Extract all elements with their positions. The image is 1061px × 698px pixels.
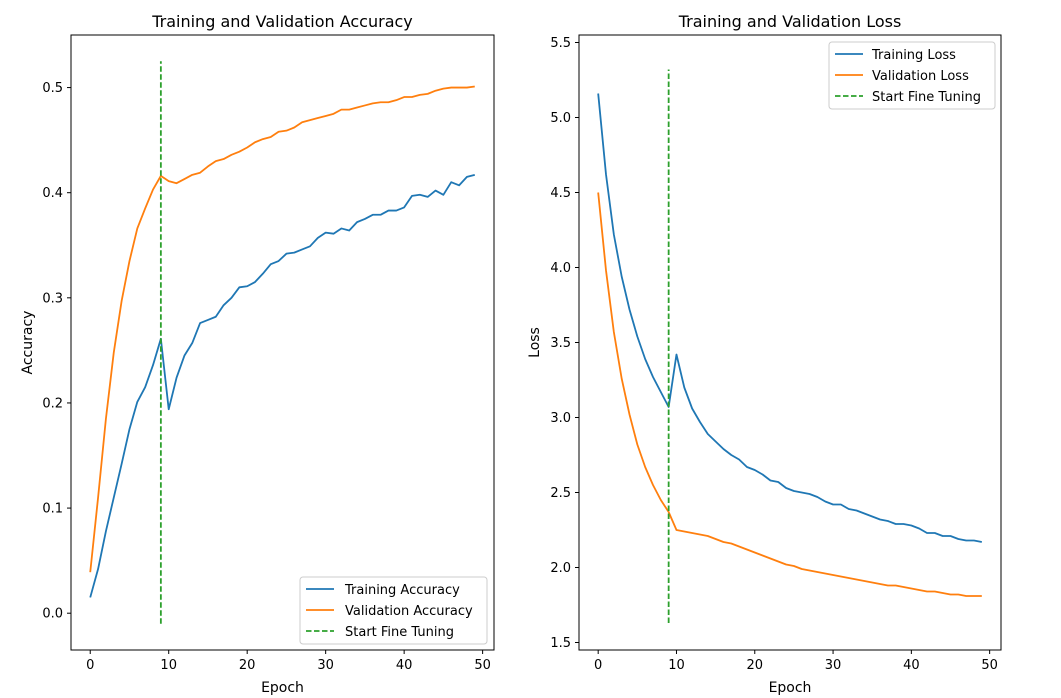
accuracy-y-tick-label: 0.0 xyxy=(42,607,63,622)
accuracy-x-tick-label: 20 xyxy=(239,658,256,673)
loss-x-axis-label: Epoch xyxy=(769,680,812,696)
accuracy-x-tick-label: 30 xyxy=(317,658,334,673)
loss-series-line-training-loss xyxy=(597,93,982,543)
loss-x-tick-label: 30 xyxy=(825,658,842,673)
loss-x-tick-label: 40 xyxy=(903,658,920,673)
accuracy-legend-label-fine-tuning: Start Fine Tuning xyxy=(345,625,454,640)
accuracy-plot-area xyxy=(89,61,476,624)
loss-legend-label-training: Training Loss xyxy=(871,48,956,63)
loss-y-tick-label: 1.5 xyxy=(550,636,571,651)
accuracy-y-tick-label: 0.4 xyxy=(42,186,63,201)
accuracy-y-tick-label: 0.3 xyxy=(42,291,63,306)
loss-series-line-validation-loss xyxy=(597,192,982,597)
loss-x-ticks: 0 10 20 30 40 50 xyxy=(594,650,998,673)
loss-legend-label-validation: Validation Loss xyxy=(872,69,969,84)
loss-y-tick-label: 3.0 xyxy=(550,411,571,426)
accuracy-x-tick-label: 50 xyxy=(474,658,491,673)
loss-x-tick-label: 0 xyxy=(594,658,602,673)
loss-legend: Training Loss Validation Loss Start Fine… xyxy=(828,41,996,110)
accuracy-series-line-training-accuracy xyxy=(89,173,476,598)
loss-legend-frame xyxy=(828,41,996,110)
accuracy-y-axis-label: Accuracy xyxy=(20,311,36,375)
loss-y-tick-label: 2.5 xyxy=(550,486,571,501)
loss-chart: Training and Validation Loss 1.5 2.0 2.5 3.… xyxy=(527,12,1002,696)
accuracy-x-ticks: 0 10 20 30 40 50 xyxy=(86,650,491,673)
loss-y-ticks: 1.5 2.0 2.5 3.0 3.5 4.0 4.5 5.0 5.5 xyxy=(550,36,579,651)
accuracy-x-tick-label: 0 xyxy=(86,658,94,673)
accuracy-y-tick-label: 0.2 xyxy=(42,396,63,411)
loss-legend-label-fine-tuning: Start Fine Tuning xyxy=(872,90,981,105)
loss-x-tick-label: 20 xyxy=(746,658,763,673)
accuracy-x-axis-label: Epoch xyxy=(261,680,304,696)
accuracy-legend-label-validation: Validation Accuracy xyxy=(345,604,473,619)
accuracy-axes-frame xyxy=(70,34,495,651)
loss-y-axis-label: Loss xyxy=(527,327,543,358)
loss-y-tick-label: 2.0 xyxy=(550,561,571,576)
accuracy-y-ticks: 0.0 0.1 0.2 0.3 0.4 0.5 xyxy=(42,81,71,622)
accuracy-chart-title: Training and Validation Accuracy xyxy=(151,12,413,31)
accuracy-legend: Training Accuracy Validation Accuracy St… xyxy=(299,576,488,645)
loss-plot-area xyxy=(597,69,982,623)
accuracy-chart: Training and Validation Accuracy 0.00.10… xyxy=(20,12,495,696)
loss-y-tick-label: 4.0 xyxy=(550,261,571,276)
loss-y-tick-label: 3.5 xyxy=(550,336,571,351)
loss-x-tick-label: 10 xyxy=(668,658,685,673)
loss-x-tick-label: 50 xyxy=(981,658,998,673)
accuracy-x-tick-label: 40 xyxy=(396,658,413,673)
accuracy-legend-label-training: Training Accuracy xyxy=(344,583,460,598)
accuracy-series-line-validation-accuracy xyxy=(89,85,475,573)
accuracy-y-tick-label: 0.5 xyxy=(42,81,63,96)
loss-y-tick-label: 5.5 xyxy=(550,36,571,51)
loss-chart-title: Training and Validation Loss xyxy=(678,12,902,31)
loss-axes-frame xyxy=(578,34,1002,651)
loss-y-tick-label: 4.5 xyxy=(550,186,571,201)
accuracy-legend-frame xyxy=(299,576,488,645)
accuracy-x-tick-label: 10 xyxy=(160,658,177,673)
loss-y-tick-label: 5.0 xyxy=(550,111,571,126)
accuracy-y-tick-label: 0.1 xyxy=(42,502,63,517)
